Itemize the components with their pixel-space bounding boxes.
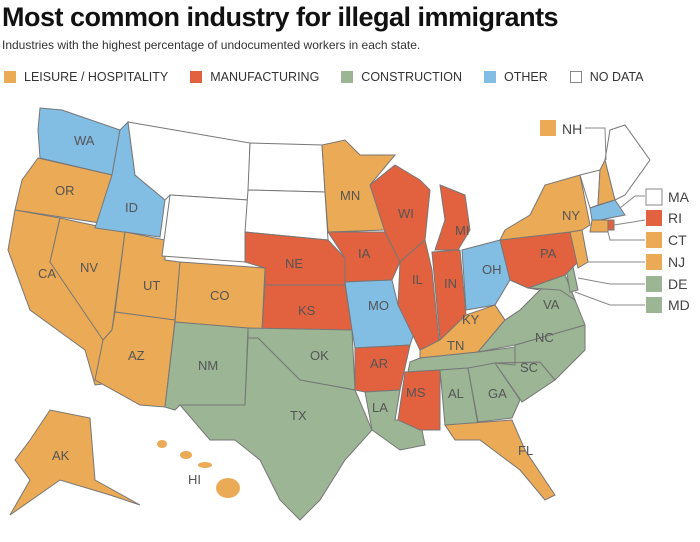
legend-label: OTHER bbox=[504, 70, 548, 84]
callouts: NH MA RI CT NJ DE MD bbox=[540, 120, 690, 313]
svg-text:NM: NM bbox=[198, 358, 218, 373]
svg-text:OH: OH bbox=[482, 262, 502, 277]
svg-text:TX: TX bbox=[290, 408, 307, 423]
legend-label: MANUFACTURING bbox=[210, 70, 320, 84]
state-ME bbox=[604, 124, 651, 201]
svg-text:MD: MD bbox=[668, 297, 690, 313]
state-MS bbox=[397, 369, 441, 431]
swatch-other bbox=[484, 71, 496, 83]
legend-label: NO DATA bbox=[589, 70, 644, 84]
svg-text:OR: OR bbox=[55, 183, 75, 198]
svg-text:NV: NV bbox=[80, 260, 98, 275]
svg-text:ID: ID bbox=[125, 200, 138, 215]
svg-text:TN: TN bbox=[447, 338, 464, 353]
swatch-nodata bbox=[569, 71, 582, 83]
legend-item-other: OTHER bbox=[484, 70, 548, 84]
svg-text:DE: DE bbox=[668, 276, 687, 292]
state-MA bbox=[589, 199, 626, 221]
svg-text:AL: AL bbox=[448, 386, 464, 401]
svg-text:AZ: AZ bbox=[128, 348, 145, 363]
legend-label: LEISURE / HOSPITALITY bbox=[24, 70, 169, 84]
svg-text:OK: OK bbox=[310, 348, 329, 363]
callout-swatch-NJ bbox=[646, 254, 662, 270]
svg-text:CT: CT bbox=[668, 232, 687, 248]
svg-text:IA: IA bbox=[358, 246, 371, 261]
state-CT bbox=[589, 219, 609, 233]
state-GA bbox=[467, 362, 521, 423]
callout-swatch-RI bbox=[646, 210, 662, 226]
svg-text:PA: PA bbox=[540, 246, 557, 261]
state-NC bbox=[494, 324, 586, 381]
state-MO bbox=[344, 279, 416, 349]
state-HI bbox=[157, 440, 240, 498]
state-WY bbox=[161, 194, 249, 263]
state-ND bbox=[247, 142, 326, 193]
svg-text:NH: NH bbox=[562, 121, 582, 137]
svg-text:MS: MS bbox=[406, 385, 426, 400]
state-AK bbox=[9, 409, 141, 516]
svg-text:LA: LA bbox=[372, 400, 388, 415]
svg-text:IL: IL bbox=[412, 272, 423, 287]
svg-text:NY: NY bbox=[562, 208, 580, 223]
state-MI bbox=[434, 184, 471, 251]
svg-text:WI: WI bbox=[398, 206, 414, 221]
svg-text:MO: MO bbox=[368, 298, 389, 313]
svg-text:MN: MN bbox=[340, 188, 360, 203]
swatch-leisure bbox=[4, 71, 16, 83]
state-OR bbox=[14, 157, 113, 224]
svg-text:GA: GA bbox=[488, 386, 507, 401]
page-title: Most common industry for illegal immigra… bbox=[2, 2, 559, 32]
state-labels: WA OR ID CA NV UT AZ CO NM TX OK KS NE M… bbox=[38, 133, 580, 487]
svg-text:NJ: NJ bbox=[668, 254, 685, 270]
svg-text:CO: CO bbox=[210, 288, 230, 303]
state-NY bbox=[499, 174, 591, 241]
svg-text:KY: KY bbox=[462, 312, 480, 327]
svg-text:CA: CA bbox=[38, 266, 56, 281]
callout-swatch-MD bbox=[646, 297, 662, 313]
svg-text:SC: SC bbox=[520, 360, 538, 375]
state-LA bbox=[364, 389, 426, 451]
legend-item-construction: CONSTRUCTION bbox=[341, 70, 462, 84]
svg-text:NC: NC bbox=[535, 330, 554, 345]
legend: LEISURE / HOSPITALITY MANUFACTURING CONS… bbox=[4, 70, 643, 84]
subtitle: Industries with the highest percentage o… bbox=[2, 38, 421, 52]
callout-swatch-CT bbox=[646, 232, 662, 248]
svg-text:UT: UT bbox=[143, 278, 160, 293]
state-RI bbox=[607, 219, 615, 231]
svg-text:HI: HI bbox=[188, 472, 201, 487]
legend-item-leisure: LEISURE / HOSPITALITY bbox=[4, 70, 168, 84]
swatch-manufacturing bbox=[190, 71, 203, 83]
state-SD bbox=[244, 189, 329, 241]
state-TX bbox=[178, 337, 373, 521]
callout-swatch-DE bbox=[646, 276, 662, 292]
swatch-construction bbox=[341, 71, 354, 83]
svg-text:FL: FL bbox=[518, 443, 533, 458]
svg-text:NE: NE bbox=[285, 256, 303, 271]
svg-text:VA: VA bbox=[543, 297, 560, 312]
callout-swatch-MA bbox=[645, 188, 663, 206]
svg-text:WA: WA bbox=[74, 133, 95, 148]
svg-text:MA: MA bbox=[668, 189, 690, 205]
state-WI bbox=[369, 164, 431, 263]
legend-item-manufacturing: MANUFACTURING bbox=[190, 70, 319, 84]
svg-text:AK: AK bbox=[52, 448, 70, 463]
callout-swatch-NH bbox=[540, 120, 556, 136]
legend-item-nodata: NO DATA bbox=[569, 70, 644, 84]
svg-text:RI: RI bbox=[668, 210, 682, 226]
svg-text:MI: MI bbox=[455, 223, 469, 238]
svg-text:IN: IN bbox=[444, 276, 457, 291]
svg-text:KS: KS bbox=[298, 303, 316, 318]
svg-text:AR: AR bbox=[370, 356, 388, 371]
state-FL bbox=[444, 419, 556, 501]
legend-label: CONSTRUCTION bbox=[361, 70, 462, 84]
